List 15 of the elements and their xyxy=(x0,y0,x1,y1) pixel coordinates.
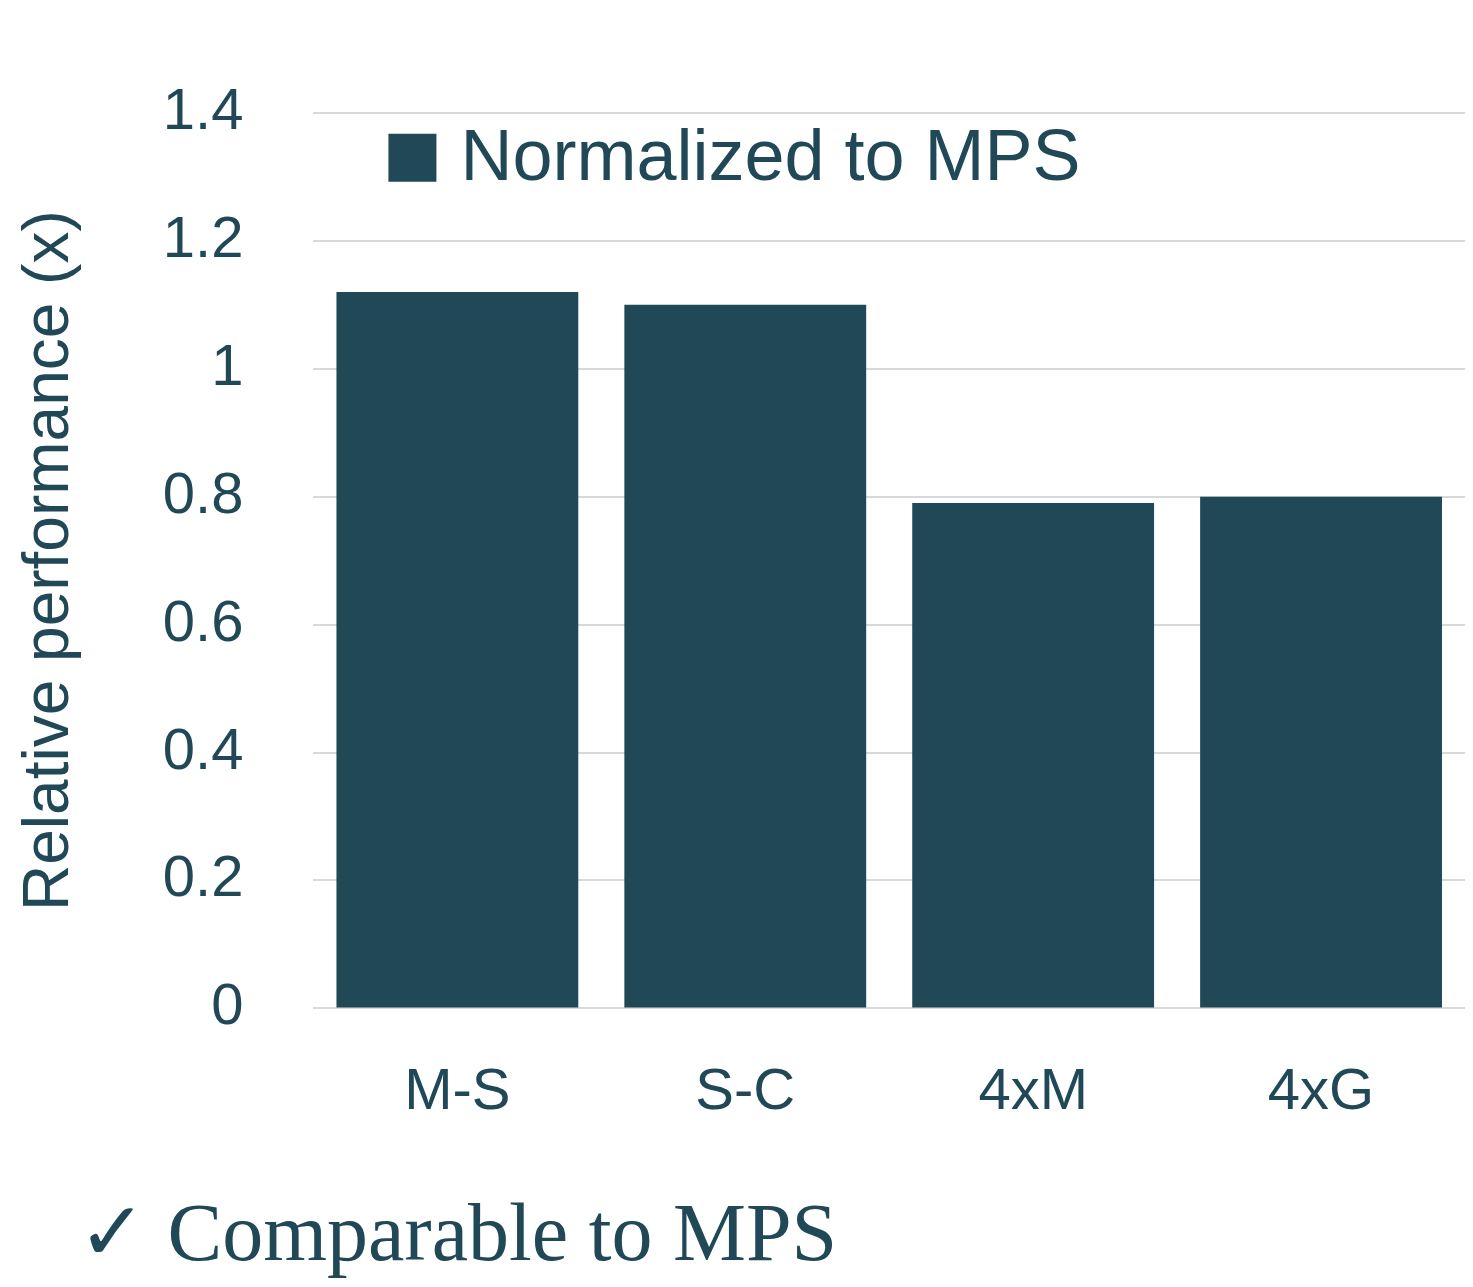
y-axis-title: Relative performance (x) xyxy=(10,210,83,911)
x-tick-label: 4xG xyxy=(1267,1056,1375,1122)
y-tick-label: 1 xyxy=(211,331,244,397)
y-tick-label: 0.2 xyxy=(162,843,244,909)
y-tick-label: 0.6 xyxy=(162,587,244,653)
y-tick-label: 1.2 xyxy=(162,203,244,269)
x-tick-label: M-S xyxy=(404,1056,511,1122)
x-tick-label: 4xM xyxy=(978,1056,1088,1122)
x-tick-label: S-C xyxy=(695,1056,796,1122)
y-tick-label: 0.8 xyxy=(162,459,244,525)
text: ✓ Comparable to MPS xyxy=(77,1187,839,1279)
y-tick-label: 0 xyxy=(211,971,244,1037)
y-tick-label: 0.4 xyxy=(162,715,244,781)
y-tick-label: 1.4 xyxy=(162,75,244,141)
legend-label: Normalized to MPS xyxy=(460,114,1081,195)
